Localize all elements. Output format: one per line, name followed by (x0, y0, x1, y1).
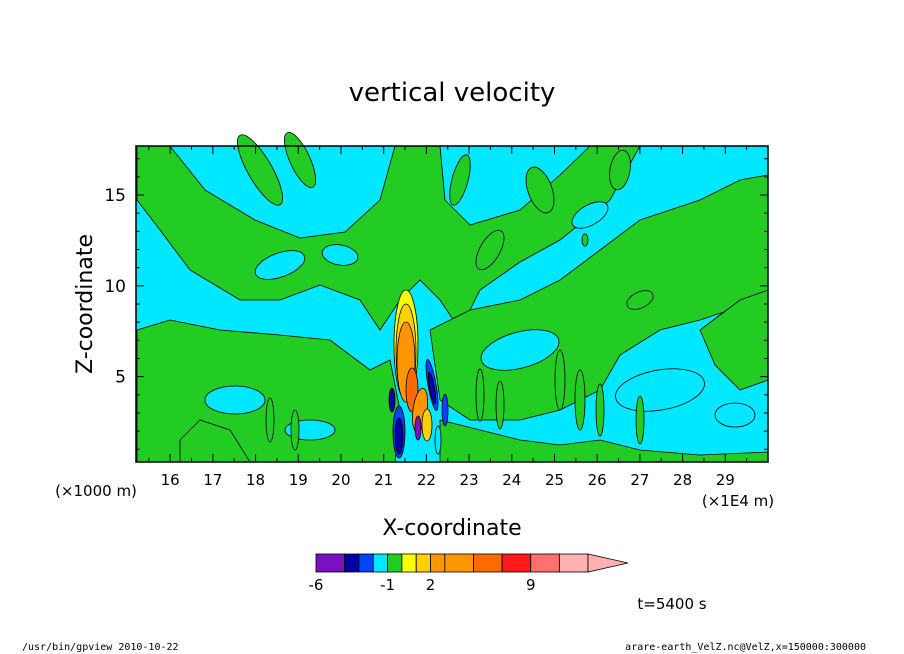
velocity-field (136, 132, 769, 463)
y-tick-label: 5 (115, 368, 126, 388)
contour-region (321, 244, 359, 266)
x-tick-label: 19 (289, 471, 308, 489)
colorbar-label: -1 (380, 576, 395, 594)
contour-region (237, 134, 283, 206)
contour-region (525, 166, 555, 214)
y-axis-label: Z-coordinate (73, 234, 98, 374)
contour-region (434, 425, 442, 455)
contour-region (475, 368, 485, 422)
contour-region (581, 233, 589, 247)
x-tick-label: 17 (203, 471, 222, 489)
x-tick-label: 24 (502, 471, 521, 489)
x-unit-note: (×1E4 m) (702, 492, 774, 510)
colorbar-cell (315, 553, 346, 573)
x-tick-label: 21 (374, 471, 393, 489)
x-tick-label: 28 (673, 471, 692, 489)
colorbar-cell (558, 553, 589, 573)
contour-region (290, 409, 300, 451)
x-tick-label: 16 (161, 471, 180, 489)
plot-area: 16 17 18 19 20 21 22 23 24 25 26 27 28 29 5 10 15 (104, 132, 769, 489)
contour-region (635, 395, 645, 445)
colorbar-label: -6 (309, 576, 324, 594)
colorbar-cell (430, 553, 446, 573)
colorbar-cell (444, 553, 474, 573)
contour-region (388, 387, 396, 413)
contour-region (495, 380, 505, 430)
contour-region (427, 371, 437, 405)
contour-region (480, 329, 560, 371)
contour-region (394, 417, 404, 455)
colorbar: -6 -1 2 9 (309, 553, 629, 594)
x-tick-label: 26 (588, 471, 607, 489)
colorbar-cell (530, 553, 560, 573)
colorbar-cell (415, 553, 431, 573)
contour-region (571, 201, 609, 229)
contour-region (414, 415, 422, 441)
colorbar-label: 9 (526, 576, 536, 594)
x-tick-label: 18 (246, 471, 265, 489)
contour-region (441, 393, 449, 427)
contour-region (179, 419, 251, 463)
contour-region (449, 154, 471, 206)
contour-region (554, 349, 566, 411)
colorbar-cell (387, 553, 403, 573)
colorbar-cell (473, 553, 503, 573)
y-tick-label: 15 (104, 186, 126, 206)
colorbar-label: 2 (426, 576, 436, 594)
contour-region (626, 290, 654, 310)
time-label: t=5400 s (637, 595, 706, 613)
colorbar-cell (344, 553, 360, 573)
x-tick-label: 20 (331, 471, 350, 489)
contour-region (595, 383, 605, 437)
colorbar-cell (358, 553, 374, 573)
y-tick-label: 10 (104, 277, 126, 297)
x-tick-label: 22 (417, 471, 436, 489)
colorbar-extend-arrow (587, 553, 629, 573)
contour-region (574, 369, 586, 431)
x-tick-label: 27 (630, 471, 649, 489)
colorbar-cell (401, 553, 417, 573)
contour-region (254, 250, 306, 280)
contour-region (421, 408, 433, 442)
y-unit-note: (×1000 m) (55, 482, 137, 500)
x-tick-label: 29 (716, 471, 735, 489)
colorbar-cell (501, 553, 532, 573)
axis-ticks: 16 17 18 19 20 21 22 23 24 25 26 27 28 29 5 10 15 (104, 146, 768, 489)
x-tick-label: 25 (545, 471, 564, 489)
x-axis-label: X-coordinate (382, 516, 521, 541)
chart-title: vertical velocity (349, 78, 556, 108)
footer-left: /usr/bin/gpview 2010-10-22 (22, 642, 179, 653)
colorbar-cell (372, 553, 388, 573)
footer-right: arare-earth_VelZ.nc@VelZ,x=150000:300000 (625, 642, 866, 653)
contour-region (609, 149, 631, 191)
x-tick-label: 23 (460, 471, 479, 489)
contour-region (714, 402, 756, 428)
contour-region (204, 385, 266, 415)
contour-region (265, 397, 275, 443)
contour-region (475, 229, 505, 271)
